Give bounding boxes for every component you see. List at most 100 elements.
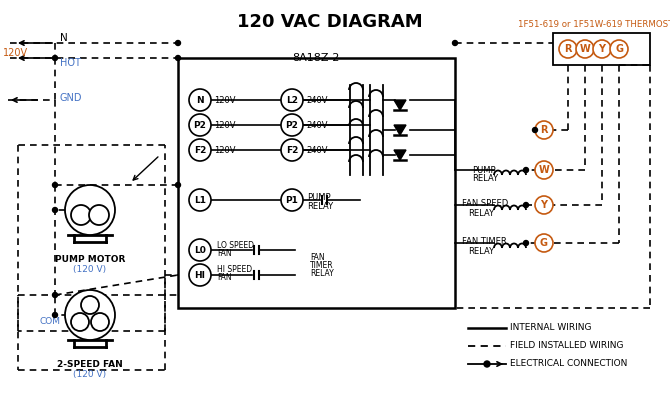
Polygon shape: [394, 150, 406, 160]
Circle shape: [176, 55, 180, 60]
Text: 120V: 120V: [214, 121, 235, 129]
Text: RELAY: RELAY: [307, 202, 333, 210]
Circle shape: [89, 205, 109, 225]
Text: ELECTRICAL CONNECTION: ELECTRICAL CONNECTION: [510, 360, 627, 368]
Text: F2: F2: [194, 145, 206, 155]
Text: COM: COM: [39, 318, 60, 326]
Circle shape: [523, 168, 529, 173]
Circle shape: [593, 40, 611, 58]
Polygon shape: [394, 100, 406, 110]
Circle shape: [176, 183, 180, 187]
Circle shape: [535, 196, 553, 214]
Circle shape: [610, 40, 628, 58]
Text: N: N: [196, 96, 204, 104]
Circle shape: [189, 264, 211, 286]
Text: INTERNAL WIRING: INTERNAL WIRING: [510, 323, 592, 333]
Circle shape: [533, 127, 537, 132]
Circle shape: [523, 202, 529, 207]
Text: R: R: [540, 125, 548, 135]
Text: LO SPEED: LO SPEED: [217, 241, 254, 249]
Text: W: W: [580, 44, 590, 54]
Text: 8A18Z-2: 8A18Z-2: [292, 53, 340, 63]
Text: (120 V): (120 V): [74, 265, 107, 274]
Text: GND: GND: [60, 93, 82, 103]
Text: Y: Y: [541, 200, 547, 210]
Circle shape: [281, 189, 303, 211]
Bar: [553, 33, 650, 65]
Text: RELAY: RELAY: [468, 209, 494, 217]
Circle shape: [189, 239, 211, 261]
Text: 240V: 240V: [306, 121, 328, 129]
Circle shape: [65, 185, 115, 235]
Text: 120V: 120V: [3, 48, 28, 58]
Circle shape: [189, 189, 211, 211]
Text: TIMER: TIMER: [310, 261, 334, 269]
Text: PUMP: PUMP: [307, 192, 330, 202]
Text: RELAY: RELAY: [310, 269, 334, 277]
Circle shape: [452, 41, 458, 46]
Circle shape: [52, 55, 58, 60]
Circle shape: [535, 121, 553, 139]
Text: 240V: 240V: [306, 145, 328, 155]
Text: 120V: 120V: [214, 96, 235, 104]
Circle shape: [52, 292, 58, 297]
Text: (120 V): (120 V): [74, 370, 107, 379]
Text: 240V: 240V: [306, 96, 328, 104]
Text: P2: P2: [285, 121, 298, 129]
Circle shape: [559, 40, 577, 58]
Text: N: N: [60, 33, 68, 43]
Text: Y: Y: [598, 44, 606, 54]
Text: 120V: 120V: [214, 145, 235, 155]
Text: FAN: FAN: [217, 274, 232, 282]
Circle shape: [71, 205, 91, 225]
Circle shape: [81, 296, 99, 314]
Circle shape: [281, 89, 303, 111]
Circle shape: [484, 361, 490, 367]
Text: 120 VAC DIAGRAM: 120 VAC DIAGRAM: [237, 13, 423, 31]
Text: 2-SPEED FAN: 2-SPEED FAN: [57, 360, 123, 369]
Text: G: G: [615, 44, 623, 54]
Circle shape: [189, 89, 211, 111]
Circle shape: [52, 313, 58, 318]
Circle shape: [281, 114, 303, 136]
Text: L2: L2: [286, 96, 298, 104]
Circle shape: [576, 40, 594, 58]
Polygon shape: [394, 125, 406, 135]
Text: FAN TIMER: FAN TIMER: [462, 236, 507, 246]
Text: FAN: FAN: [310, 253, 325, 261]
Text: 1F51-619 or 1F51W-619 THERMOSTAT: 1F51-619 or 1F51W-619 THERMOSTAT: [519, 20, 670, 29]
Text: R: R: [564, 44, 572, 54]
Text: F2: F2: [286, 145, 298, 155]
Text: HI SPEED: HI SPEED: [217, 266, 252, 274]
Circle shape: [52, 183, 58, 187]
Circle shape: [281, 139, 303, 161]
Text: L0: L0: [194, 246, 206, 254]
Text: RELAY: RELAY: [472, 173, 498, 183]
Text: PUMP MOTOR: PUMP MOTOR: [55, 255, 125, 264]
Circle shape: [91, 313, 109, 331]
Text: HI: HI: [96, 319, 104, 325]
Bar: [178, 58, 455, 308]
Circle shape: [535, 234, 553, 252]
Text: FIELD INSTALLED WIRING: FIELD INSTALLED WIRING: [510, 341, 624, 351]
Circle shape: [52, 207, 58, 212]
Text: L1: L1: [194, 196, 206, 204]
Circle shape: [189, 139, 211, 161]
Text: RELAY: RELAY: [468, 246, 494, 256]
Text: LO: LO: [76, 319, 84, 325]
Circle shape: [176, 41, 180, 46]
Text: G: G: [540, 238, 548, 248]
Text: W: W: [539, 165, 549, 175]
Text: FAN: FAN: [217, 248, 232, 258]
Circle shape: [71, 313, 89, 331]
Text: FAN SPEED: FAN SPEED: [462, 199, 509, 207]
Circle shape: [65, 290, 115, 340]
Text: PUMP: PUMP: [472, 166, 496, 174]
Text: P1: P1: [285, 196, 298, 204]
Text: HI: HI: [194, 271, 206, 279]
Circle shape: [535, 161, 553, 179]
Circle shape: [523, 241, 529, 246]
Circle shape: [189, 114, 211, 136]
Text: HOT: HOT: [60, 58, 81, 68]
Text: P2: P2: [194, 121, 206, 129]
